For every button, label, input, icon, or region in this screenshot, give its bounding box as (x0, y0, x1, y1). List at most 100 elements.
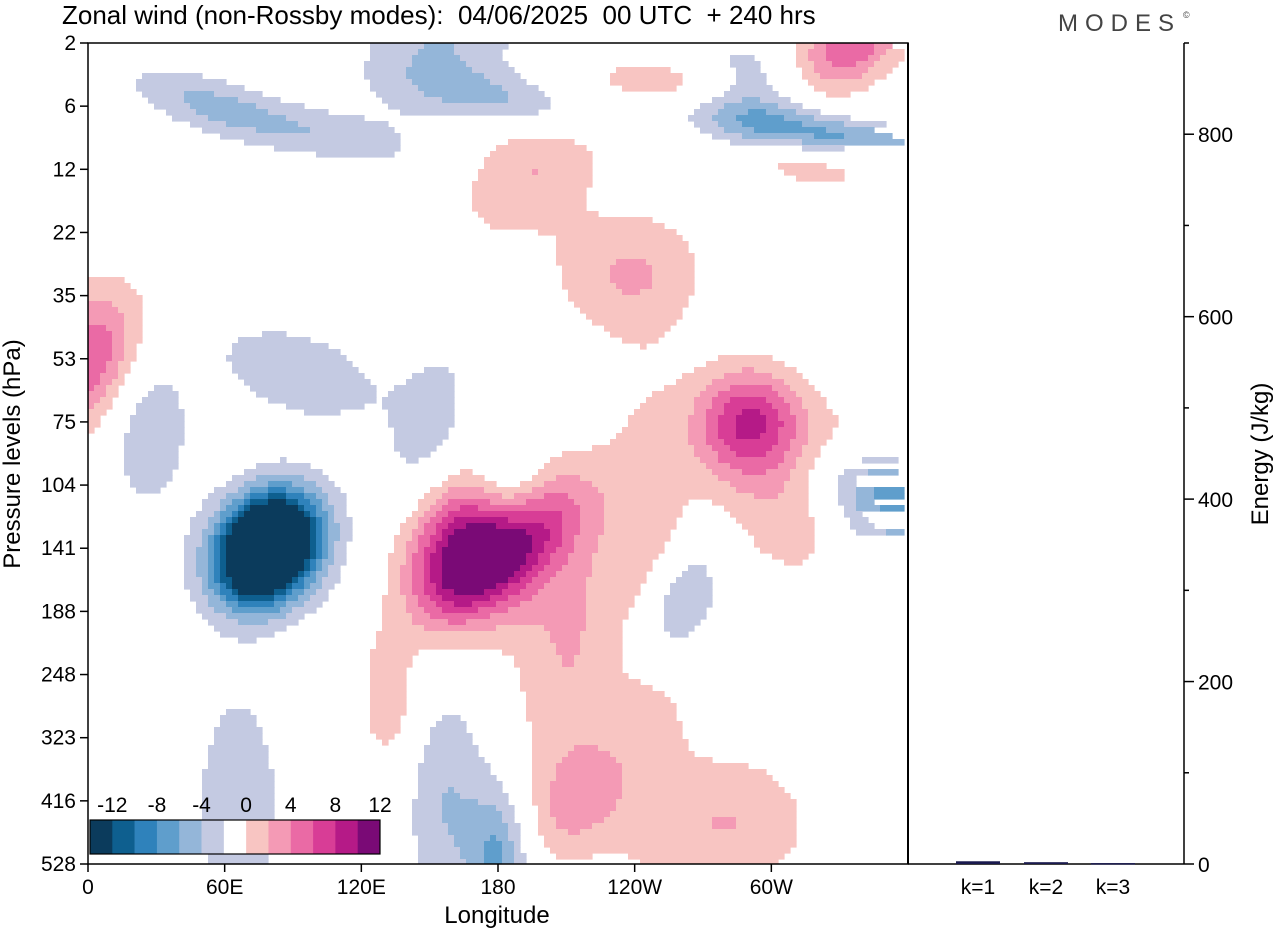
heatmap-cell (496, 145, 587, 152)
heatmap-cell (718, 421, 737, 428)
heatmap-cell (250, 385, 377, 392)
heatmap-cell (214, 589, 221, 596)
heatmap-cell (370, 691, 407, 698)
heatmap-cell (484, 73, 521, 80)
heatmap-cell (508, 517, 563, 524)
heatmap-cell (544, 463, 707, 470)
heatmap-cell (526, 709, 677, 716)
heatmap-cell (508, 139, 575, 146)
heatmap-cell (802, 451, 821, 458)
heatmap-cell (292, 577, 299, 584)
colorbar-swatch (179, 820, 202, 854)
heatmap-cell (220, 517, 227, 524)
heatmap-cell (304, 505, 317, 512)
heatmap-cell (736, 817, 797, 824)
heatmap-cell (418, 781, 503, 788)
heatmap-cell (136, 79, 227, 86)
heatmap-cell (532, 769, 557, 776)
heatmap-cell (214, 91, 263, 98)
heatmap-cell (442, 607, 479, 614)
heatmap-cell (556, 775, 623, 782)
heatmap-cell (208, 859, 269, 864)
heatmap-cell (598, 547, 665, 554)
heatmap-cell (760, 409, 779, 416)
heatmap-cell (856, 487, 875, 494)
heatmap-cell (208, 577, 215, 584)
heatmap-cell (286, 403, 365, 410)
heatmap-cell (742, 409, 761, 416)
heatmap-cell (214, 577, 221, 584)
heatmap-cell (406, 553, 413, 560)
heatmap-cell (304, 589, 317, 596)
heatmap-cell (232, 583, 287, 590)
heatmap-cell (88, 373, 101, 380)
heatmap-cell (154, 103, 191, 110)
heatmap-cell (196, 571, 209, 578)
heatmap-cell (820, 73, 863, 80)
heatmap-cell (232, 511, 239, 518)
heatmap-cell (442, 811, 503, 818)
heatmap-cell (406, 379, 455, 386)
colorbar-swatch (201, 820, 225, 854)
heatmap-cell (226, 601, 239, 608)
heatmap-cell (286, 487, 305, 494)
heatmap-cell (712, 97, 743, 104)
heatmap-cell (202, 577, 209, 584)
heatmap-cell (700, 103, 725, 110)
heatmap-cell (652, 283, 695, 290)
heatmap-cell (550, 559, 569, 566)
heatmap-cell (118, 307, 143, 314)
heatmap-cell (388, 559, 407, 566)
heatmap-cell (442, 571, 515, 578)
heatmap-cell (442, 805, 497, 812)
heatmap-cell (688, 565, 707, 572)
heatmap-cell (592, 571, 647, 578)
heatmap-cell (418, 49, 455, 56)
heatmap-cell (814, 133, 845, 140)
heatmap-cell (316, 541, 323, 548)
heatmap-cell (826, 55, 869, 62)
heatmap-cell (424, 43, 455, 50)
heatmap-cell (370, 667, 407, 674)
heatmap-cell (718, 355, 773, 362)
heatmap-cell (580, 523, 605, 530)
heatmap-cell (556, 235, 683, 242)
heatmap-cell (328, 499, 347, 506)
heatmap-cell (280, 607, 293, 614)
heatmap-cell (616, 67, 671, 74)
heatmap-cell (688, 439, 707, 446)
heatmap-cell (886, 49, 905, 56)
heatmap-cell (370, 721, 401, 728)
heatmap-cell (802, 139, 905, 146)
heatmap-cell (796, 433, 809, 440)
heatmap-cell (88, 427, 95, 434)
heatmap-cell (310, 547, 317, 554)
heatmap-cell (802, 145, 845, 152)
heatmap-cell (202, 535, 209, 542)
heatmap-cell (778, 409, 791, 416)
colorbar-tick-label: 4 (285, 794, 297, 817)
heatmap-cell (298, 595, 311, 602)
heatmap-cell (706, 361, 785, 368)
heatmap-cell (652, 271, 695, 278)
heatmap-cell (316, 505, 323, 512)
heatmap-cell (808, 439, 827, 446)
heatmap-cell (202, 499, 221, 506)
heatmap-cell (484, 853, 503, 860)
heatmap-cell (202, 541, 209, 548)
colorbar-swatch (290, 820, 314, 854)
heatmap-cell (418, 793, 443, 800)
heatmap-cell (814, 85, 869, 92)
heatmap-cell (802, 397, 827, 404)
heatmap-cell (580, 649, 623, 656)
heatmap-cell (460, 853, 485, 860)
heatmap-cell (382, 619, 413, 626)
heatmap-cell (478, 607, 509, 614)
heatmap-cell (112, 331, 125, 338)
heatmap-cell (538, 469, 713, 476)
heatmap-cell (550, 529, 563, 536)
heatmap-cell (736, 67, 761, 74)
heatmap-cell (196, 553, 209, 560)
heatmap-cell (778, 415, 797, 422)
heatmap-cell (730, 397, 767, 404)
